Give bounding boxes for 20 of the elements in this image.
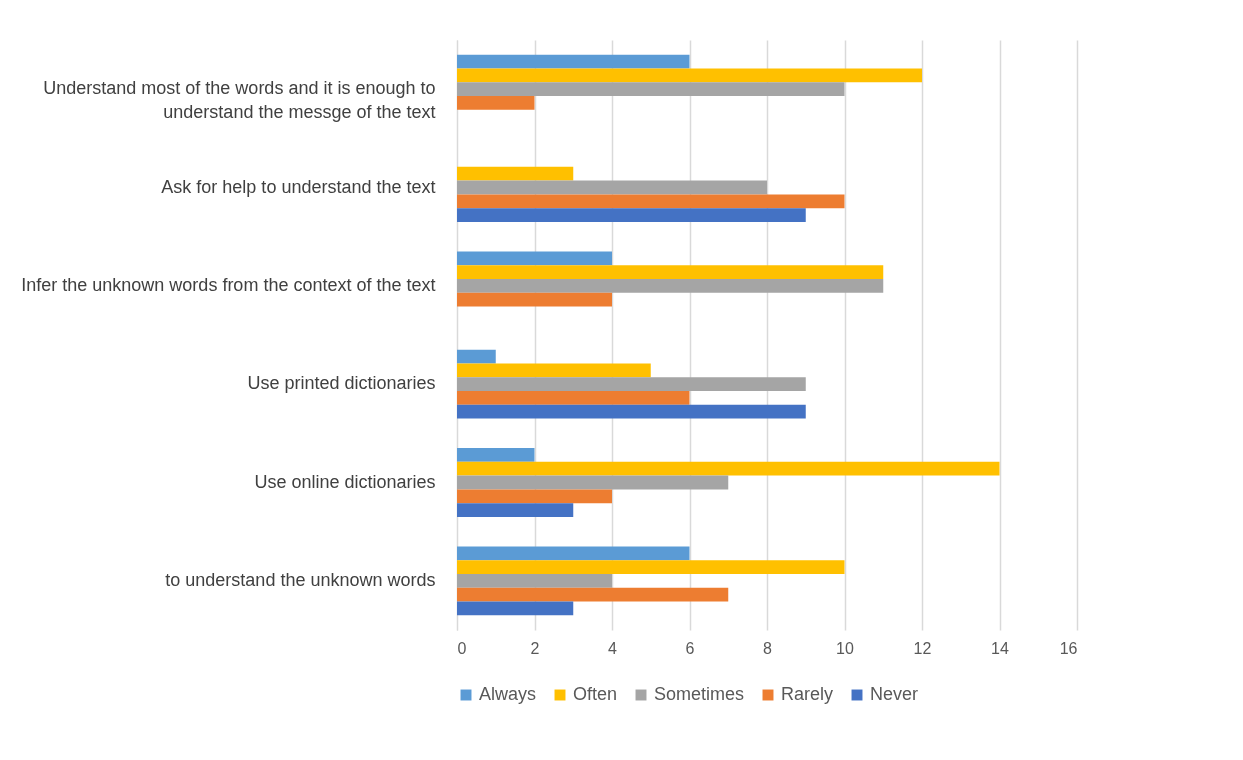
y-tick-label: Use printed dictionaries xyxy=(247,373,436,394)
x-tick-label: 16 xyxy=(1059,639,1078,657)
x-tick-label: 14 xyxy=(991,639,1009,657)
legend-label: Sometimes xyxy=(654,684,745,704)
y-tick-label: to understand the unknown words xyxy=(165,569,436,590)
legend-label: Often xyxy=(573,684,618,704)
x-tick-label: 4 xyxy=(608,639,618,657)
legend-label: Never xyxy=(870,684,919,704)
x-tick-label: 10 xyxy=(836,639,854,657)
x-tick-label: 12 xyxy=(913,639,932,657)
x-tick-label: 8 xyxy=(763,639,773,657)
x-tick-label: 6 xyxy=(685,639,695,657)
y-tick-label: Use online dictionaries xyxy=(254,471,436,492)
y-tick-label: Infer the unknown words from the context of the text xyxy=(21,274,436,295)
legend-label: Always xyxy=(479,684,537,704)
legend-label: Rarely xyxy=(781,684,834,704)
x-tick-label: 2 xyxy=(530,639,540,657)
y-tick-label: Understand most of the words and it is enough to understand the messge of the text xyxy=(43,78,436,123)
y-tick-label: Ask for help to understand the text xyxy=(161,176,436,197)
x-tick-label: 0 xyxy=(457,639,467,657)
